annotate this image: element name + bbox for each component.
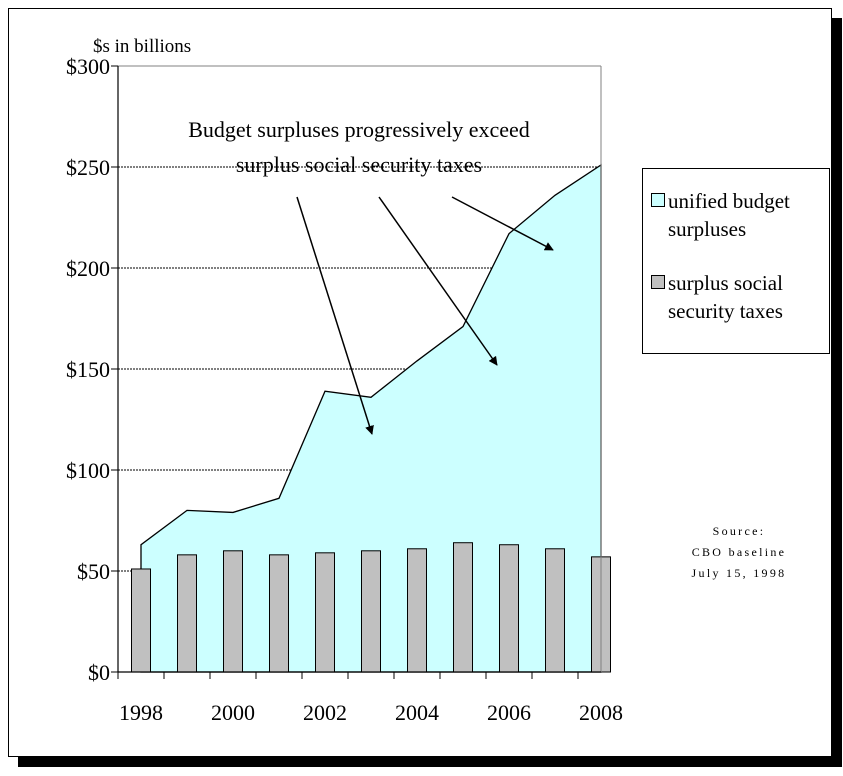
- annotation-line-2: surplus social security taxes: [236, 152, 482, 177]
- area-unified-budget-surpluses: [140, 163, 602, 673]
- bar-surplus-social-security-taxes-2003: [361, 550, 381, 673]
- bar-surplus-social-security-taxes-1998: [131, 568, 151, 673]
- legend: unified budget surpluses surplus social …: [642, 168, 830, 354]
- annotation-arrow-2: [378, 196, 498, 366]
- chart-svg: $0 $50 $100 $150 $200 $250 $300 1998 2000 2002 200…: [66, 36, 623, 725]
- bar-surplus-social-security-taxes-2001: [269, 554, 289, 673]
- legend-item-surplus-social-security-taxes: surplus social security taxes: [651, 269, 828, 325]
- y-tick-label: $100: [66, 458, 110, 483]
- bar-surplus-social-security-taxes-2004: [407, 548, 427, 673]
- annotation-arrow-1: [296, 196, 374, 435]
- x-tick-label: 2008: [579, 700, 623, 725]
- bar-surplus-social-security-taxes-2007: [545, 548, 565, 673]
- source-line-3: July 15, 1998: [691, 566, 787, 580]
- source-line-1: Source:: [712, 524, 766, 538]
- x-tick-label: 2002: [303, 700, 347, 725]
- legend-label-unified-budget-surpluses: unified budget surpluses: [668, 189, 790, 241]
- annotation-arrow-3: [451, 196, 554, 251]
- y-units-label: $s in billions: [93, 36, 191, 57]
- x-tick-label: 2006: [487, 700, 531, 725]
- y-tick-label: $150: [66, 357, 110, 382]
- y-tick-label: $0: [88, 660, 110, 685]
- bar-surplus-social-security-taxes-2000: [223, 550, 243, 673]
- source-note: Source: CBO baseline July 15, 1998: [669, 521, 809, 584]
- legend-label-surplus-social-security-taxes: surplus social security taxes: [668, 271, 783, 323]
- legend-item-unified-budget-surpluses: unified budget surpluses: [651, 187, 828, 243]
- source-line-2: CBO baseline: [691, 545, 787, 559]
- y-tick-label: $200: [66, 256, 110, 281]
- y-tick-label: $250: [66, 155, 110, 180]
- bar-surplus-social-security-taxes-2005: [453, 542, 473, 673]
- x-tick-label: 2004: [395, 700, 439, 725]
- bar-surplus-social-security-taxes-2002: [315, 552, 335, 673]
- bar-surplus-social-security-taxes-1999: [177, 554, 197, 673]
- annotation-line-1: Budget surpluses progressively exceed: [188, 117, 530, 142]
- bar-surplus-social-security-taxes-2006: [499, 544, 519, 673]
- legend-swatch-surplus-social-security-taxes: [651, 275, 665, 289]
- y-tick-label: $50: [77, 559, 110, 584]
- x-tick-label: 1998: [119, 700, 163, 725]
- y-tick-label: $300: [66, 54, 110, 79]
- legend-swatch-unified-budget-surpluses: [651, 193, 665, 207]
- x-tick-label: 2000: [211, 700, 255, 725]
- chart-frame: $0 $50 $100 $150 $200 $250 $300 1998 2000 2002 200…: [8, 8, 832, 757]
